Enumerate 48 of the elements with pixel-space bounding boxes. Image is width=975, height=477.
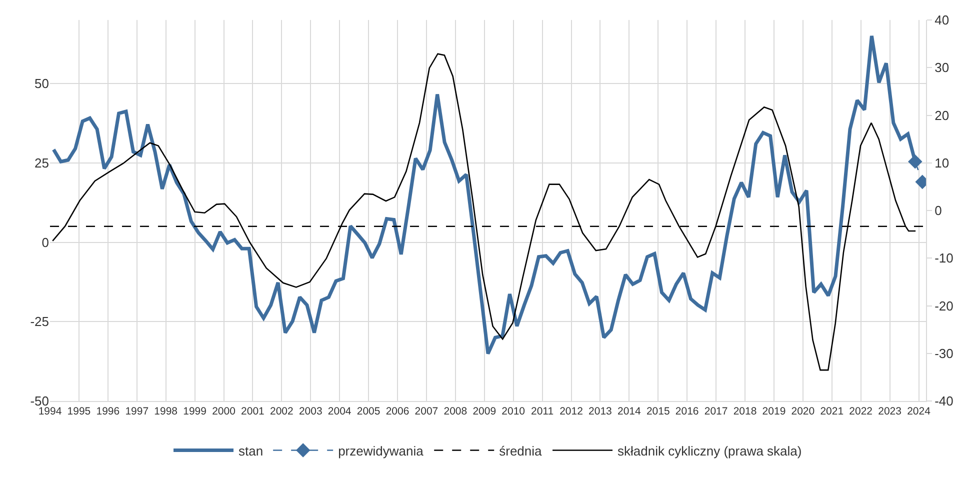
y-tick-label: 25 [34, 155, 49, 170]
x-tick-label: 2014 [617, 406, 642, 418]
x-tick-label: 1998 [154, 406, 178, 418]
y2-tick-label: 20 [934, 108, 950, 123]
x-tick-label: 2010 [502, 406, 526, 418]
x-tick-label: 2017 [704, 406, 728, 418]
x-tick-label: 2015 [646, 406, 670, 418]
x-tick-label: 2013 [588, 406, 612, 418]
x-tick-label: 2009 [472, 406, 496, 418]
x-tick-label: 2023 [878, 406, 902, 418]
y-tick-label: -25 [30, 314, 49, 330]
legend-label: składnik cykliczny (prawa skala) [618, 443, 802, 458]
y2-tick-label: -20 [934, 298, 954, 314]
legend-label: stan [238, 443, 264, 458]
x-tick-label: 1994 [38, 406, 62, 418]
y2-tick-label: 30 [934, 60, 950, 76]
y2-tick-label: 10 [934, 155, 950, 170]
y2-tick-label: -10 [934, 250, 954, 266]
x-tick-label: 2002 [270, 406, 294, 418]
x-tick-label: 2003 [298, 406, 322, 418]
x-tick-label: 1996 [96, 406, 120, 418]
x-tick-label: 2001 [241, 406, 265, 418]
y-tick-label: 0 [42, 234, 49, 250]
y2-tick-label: -40 [934, 394, 954, 409]
x-tick-label: 1999 [183, 406, 207, 418]
x-tick-label: 2008 [444, 406, 468, 418]
legend-label: przewidywania [338, 443, 424, 458]
y2-tick-label: 0 [934, 203, 942, 218]
x-tick-label: 1997 [125, 406, 149, 418]
x-tick-label: 2007 [414, 406, 438, 418]
x-tick-label: 2005 [356, 406, 380, 418]
y2-tick-label: -30 [934, 346, 954, 361]
x-tick-label: 2020 [791, 406, 815, 418]
x-tick-label: 2000 [212, 406, 236, 418]
x-tick-label: 2016 [675, 406, 699, 418]
x-tick-label: 2021 [820, 406, 844, 418]
x-tick-label: 2019 [762, 406, 786, 418]
x-tick-label: 2018 [733, 406, 757, 418]
x-tick-label: 2011 [531, 406, 554, 418]
legend-label: średnia [499, 443, 543, 458]
y-tick-label: 50 [34, 76, 49, 92]
x-tick-label: 2022 [849, 406, 873, 418]
x-tick-label: 2024 [907, 406, 931, 418]
x-tick-label: 2006 [386, 406, 410, 418]
x-tick-label: 1995 [67, 406, 91, 418]
x-tick-label: 2004 [328, 406, 352, 418]
y2-tick-label: 40 [934, 12, 950, 28]
x-tick-label: 2012 [560, 406, 584, 418]
